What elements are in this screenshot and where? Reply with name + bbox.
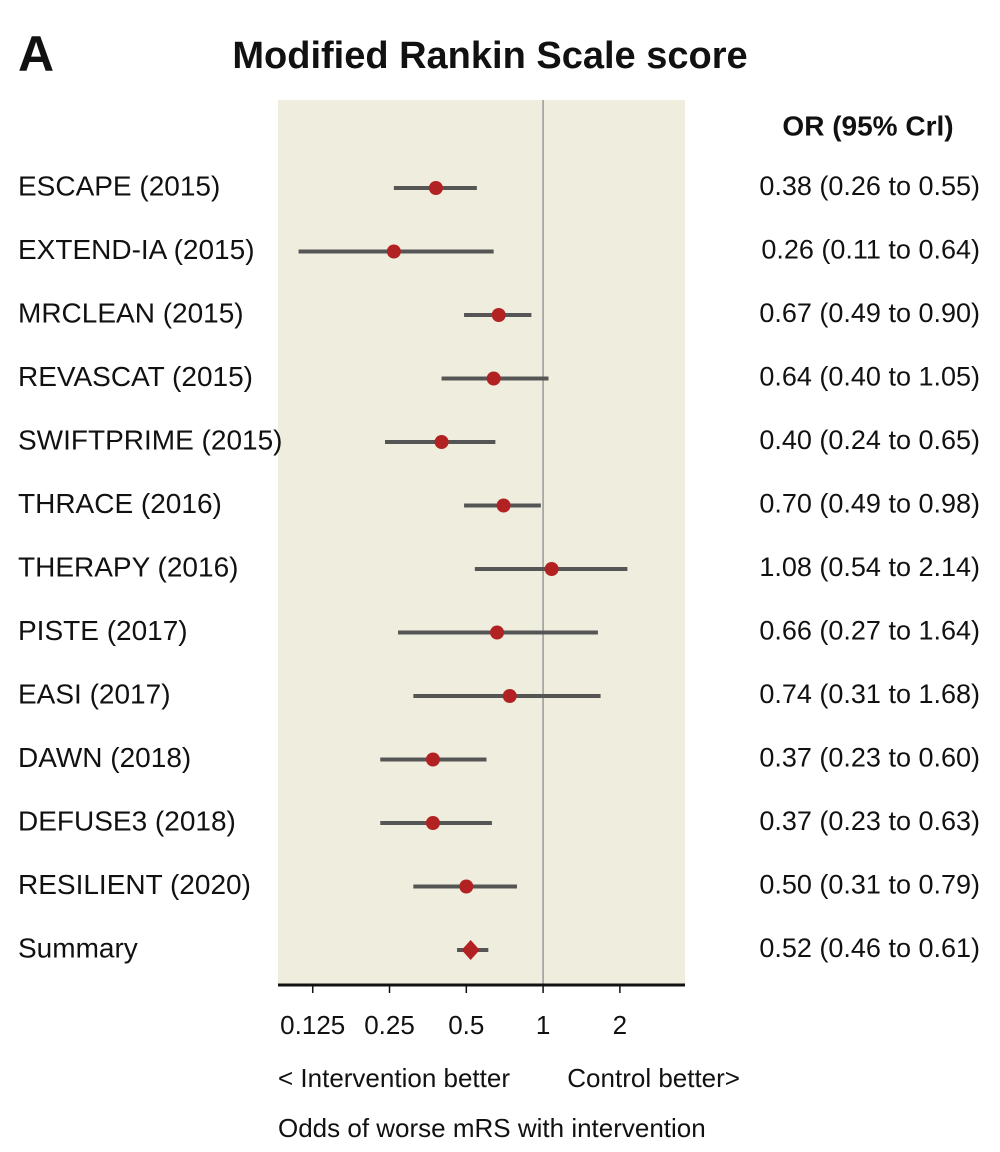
value-label: 1.08 (0.54 to 2.14) [759, 552, 980, 582]
value-label: 0.40 (0.24 to 0.65) [759, 425, 980, 455]
value-label: 0.70 (0.49 to 0.98) [759, 489, 980, 519]
row-label: MRCLEAN (2015) [18, 297, 244, 328]
x-tick-label: 0.25 [364, 1010, 415, 1040]
summary-diamond [461, 940, 480, 960]
point-estimate [425, 816, 440, 830]
value-label: 0.37 (0.23 to 0.63) [759, 806, 980, 836]
x-axis-label: Odds of worse mRS with intervention [278, 1113, 706, 1143]
row-label: RESILIENT (2020) [18, 869, 251, 900]
panel-label: A [18, 26, 54, 82]
point-estimate [434, 435, 449, 449]
row-label: DAWN (2018) [18, 742, 191, 773]
value-label: 0.50 (0.31 to 0.79) [759, 870, 980, 900]
annotation-right: Control better> [567, 1063, 740, 1093]
value-label: 0.26 (0.11 to 0.64) [761, 235, 980, 265]
row-label: ESCAPE (2015) [18, 170, 220, 201]
x-tick-label: 0.125 [280, 1010, 345, 1040]
value-label: 0.52 (0.46 to 0.61) [759, 933, 980, 963]
point-estimate [496, 498, 511, 513]
x-tick-label: 1 [536, 1010, 550, 1040]
x-tick-label: 0.5 [448, 1010, 484, 1040]
plot-background [278, 100, 685, 985]
chart-title: Modified Rankin Scale score [232, 35, 747, 77]
row-label: THRACE (2016) [18, 488, 222, 519]
point-estimate [386, 244, 401, 259]
annotation-left: < Intervention better [278, 1063, 510, 1093]
point-estimate [544, 562, 559, 576]
column-header: OR (95% Crl) [782, 110, 953, 141]
value-label: 0.67 (0.49 to 0.90) [759, 298, 980, 328]
row-label: PISTE (2017) [18, 615, 188, 646]
value-label: 0.74 (0.31 to 1.68) [759, 679, 980, 709]
point-estimate [502, 689, 517, 703]
value-label: 0.38 (0.26 to 0.55) [759, 171, 980, 201]
row-label: REVASCAT (2015) [18, 361, 253, 392]
row-label: Summary [18, 932, 138, 963]
point-estimate [486, 371, 501, 386]
value-label: 0.37 (0.23 to 0.60) [759, 743, 980, 773]
row-label: DEFUSE3 (2018) [18, 805, 236, 836]
row-label: EASI (2017) [18, 678, 171, 709]
point-estimate [425, 752, 440, 767]
point-estimate [428, 181, 443, 195]
point-estimate [490, 625, 505, 640]
row-label: THERAPY (2016) [18, 551, 238, 582]
value-label: 0.66 (0.27 to 1.64) [759, 616, 980, 646]
row-label: SWIFTPRIME (2015) [18, 424, 282, 455]
point-estimate [491, 308, 506, 322]
value-label: 0.64 (0.40 to 1.05) [759, 362, 980, 392]
point-estimate [459, 879, 474, 894]
row-label: EXTEND-IA (2015) [18, 234, 255, 265]
x-tick-label: 2 [613, 1010, 627, 1040]
